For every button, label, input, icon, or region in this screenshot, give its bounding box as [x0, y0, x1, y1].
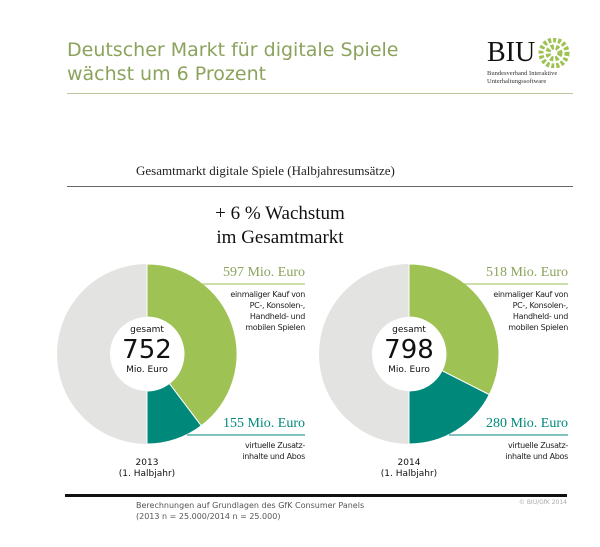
segment-description: einmaliger Kauf von PC-, Konsolen-, Handhe… [145, 289, 305, 333]
year-text: 2014 [397, 458, 421, 468]
description-line: Handheld- und [249, 312, 305, 321]
description-line: Handheld- und [512, 312, 568, 321]
total-value: 798 [384, 335, 434, 365]
segment-description: virtuelle Zusatz-inhalte und Abos [145, 440, 305, 462]
logo-text: BIU [487, 37, 536, 68]
description-line: einmaliger Kauf von [230, 290, 305, 299]
description-line: virtuelle Zusatz- [244, 441, 305, 450]
description-line: inhalte und Abos [242, 452, 305, 461]
donut-segment [408, 370, 490, 445]
year-label: 2014 (1. Halbjahr) [359, 458, 459, 480]
footnote-line-2: (2013 n = 25.000/2014 n = 25.000) [136, 512, 281, 521]
segment-value-label: 280 Mio. Euro [485, 416, 568, 431]
description-line: mobilen Spielen [508, 323, 568, 332]
year-text: 2013 [135, 458, 159, 468]
bottom-divider [65, 494, 567, 497]
segment-value-label: 597 Mio. Euro [222, 265, 305, 280]
year-text: (1. Halbjahr) [118, 469, 176, 479]
biu-logo: BIU Bundesverband Interaktive Unterhaltu… [487, 38, 577, 86]
chart-title: Gesamtmarkt digitale Spiele (Halbjahresu… [136, 163, 395, 178]
growth-annotation: + 6 % Wachstum im Gesamtmarkt [180, 202, 380, 250]
donut-background-half [318, 264, 409, 445]
globe-icon [538, 38, 570, 68]
segment-description: einmaliger Kauf von PC-, Konsolen-, Handhe… [408, 289, 568, 333]
year-text: (1. Halbjahr) [380, 469, 438, 479]
year-label: 2013 (1. Halbjahr) [97, 458, 197, 480]
title-divider [67, 93, 573, 94]
description-line: PC-, Konsolen-, [512, 301, 569, 310]
title-line-1: Deutscher Markt für digitale Spiele [67, 39, 399, 61]
chart-title-divider [67, 186, 573, 187]
footnote: Berechnungen auf Grundlagen des GfK Cons… [136, 500, 364, 522]
total-label: gesamt [392, 325, 426, 335]
title-line-2: wächst um 6 Prozent [67, 63, 267, 85]
description-line: virtuelle Zusatz- [507, 441, 568, 450]
donut-center-total: gesamt 798 Mio. Euro [369, 325, 449, 375]
description-line: einmaliger Kauf von [493, 290, 568, 299]
total-unit: Mio. Euro [388, 365, 430, 375]
donut-center-total: gesamt 752 Mio. Euro [107, 325, 187, 375]
page-title: Deutscher Markt für digitale Spiele wäch… [67, 38, 399, 86]
segment-value-label: 155 Mio. Euro [222, 416, 305, 431]
description-line: mobilen Spielen [245, 323, 305, 332]
segment-description: virtuelle Zusatz-inhalte und Abos [408, 440, 568, 462]
donut-segment [146, 382, 202, 445]
logo-subtitle: Bundesverband Interaktive [487, 70, 558, 77]
footnote-line-1: Berechnungen auf Grundlagen des GfK Cons… [136, 501, 365, 510]
total-label: gesamt [130, 325, 164, 335]
logo-subtitle: Unterhaltungssoftware [487, 78, 547, 85]
description-line: PC-, Konsolen-, [249, 301, 306, 310]
total-unit: Mio. Euro [126, 365, 168, 375]
donut-background-half [56, 264, 148, 444]
segment-value-label: 518 Mio. Euro [485, 265, 568, 280]
growth-line-1: + 6 % Wachstum [215, 203, 345, 224]
donut-segment [408, 263, 500, 396]
total-value: 752 [122, 335, 172, 365]
description-line: inhalte und Abos [505, 452, 568, 461]
copyright: © BIU/GfK 2014 [518, 499, 567, 506]
growth-line-2: im Gesamtmarkt [216, 227, 344, 248]
